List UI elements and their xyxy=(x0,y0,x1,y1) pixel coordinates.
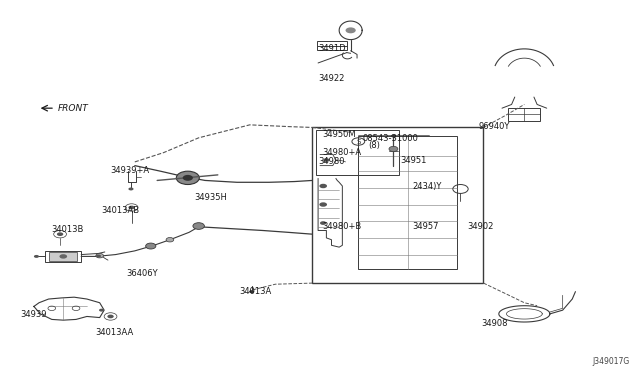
Circle shape xyxy=(99,309,104,312)
Circle shape xyxy=(319,202,327,207)
Text: 34939: 34939 xyxy=(20,310,46,319)
Circle shape xyxy=(319,184,327,188)
Circle shape xyxy=(146,243,156,249)
Text: 34980+B: 34980+B xyxy=(322,222,361,231)
Text: 34013B: 34013B xyxy=(52,225,84,234)
Bar xyxy=(312,128,483,283)
Circle shape xyxy=(389,146,398,151)
Circle shape xyxy=(34,255,39,258)
Text: FRONT: FRONT xyxy=(58,104,89,113)
Text: 34902: 34902 xyxy=(467,222,493,231)
Circle shape xyxy=(182,175,193,181)
Text: 34951: 34951 xyxy=(400,156,426,165)
Circle shape xyxy=(249,290,254,293)
Text: 34939+A: 34939+A xyxy=(111,166,150,174)
Circle shape xyxy=(129,206,135,209)
Text: J349017G: J349017G xyxy=(593,357,630,366)
Bar xyxy=(316,131,399,175)
Circle shape xyxy=(129,187,134,190)
Circle shape xyxy=(108,315,114,318)
Text: 3491D: 3491D xyxy=(319,44,346,53)
Text: 34013A: 34013A xyxy=(239,287,271,296)
Circle shape xyxy=(323,158,330,162)
Text: 96940Y: 96940Y xyxy=(478,122,509,131)
Text: 36406Y: 36406Y xyxy=(127,269,158,278)
Circle shape xyxy=(96,253,104,258)
Circle shape xyxy=(176,171,199,185)
Bar xyxy=(358,136,458,269)
Circle shape xyxy=(346,28,356,33)
Bar xyxy=(45,251,81,262)
Circle shape xyxy=(166,237,173,242)
Circle shape xyxy=(96,254,101,257)
Text: 2434)Y: 2434)Y xyxy=(413,182,442,191)
Circle shape xyxy=(57,232,63,236)
Text: 34935H: 34935H xyxy=(194,193,227,202)
Circle shape xyxy=(60,254,67,259)
Circle shape xyxy=(320,221,326,225)
Bar xyxy=(508,108,540,121)
Text: 34908: 34908 xyxy=(481,319,508,328)
Circle shape xyxy=(193,223,204,230)
Bar xyxy=(317,41,348,49)
Text: 08543-31000: 08543-31000 xyxy=(363,134,419,143)
Text: 34957: 34957 xyxy=(413,222,439,231)
Text: 34980+A: 34980+A xyxy=(322,148,361,157)
Circle shape xyxy=(391,135,396,137)
Bar xyxy=(49,252,77,261)
Text: S: S xyxy=(356,138,360,145)
Text: 34950M: 34950M xyxy=(322,129,356,139)
Text: 34922: 34922 xyxy=(319,74,345,83)
Text: (8): (8) xyxy=(369,141,380,151)
Text: 34980: 34980 xyxy=(318,157,344,166)
Text: 34013AA: 34013AA xyxy=(95,328,134,337)
Text: 34013AB: 34013AB xyxy=(102,206,140,215)
